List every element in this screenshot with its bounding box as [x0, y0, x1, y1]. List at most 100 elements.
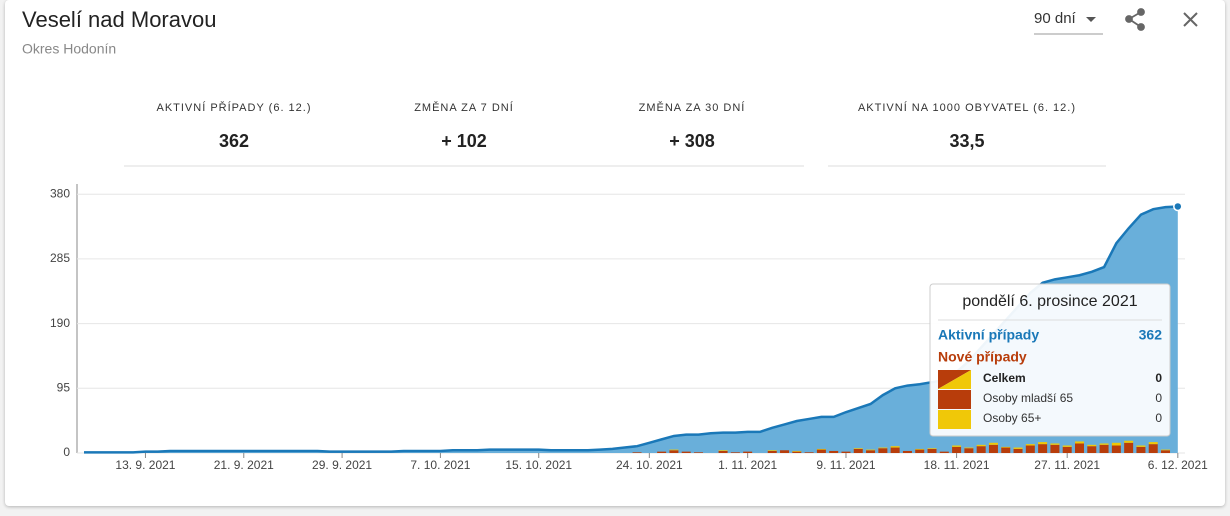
bar: [927, 448, 937, 453]
bar: [976, 444, 986, 447]
bar: [1050, 443, 1060, 445]
bar: [804, 452, 814, 453]
tooltip-row-value: 0: [1155, 371, 1162, 385]
bar: [1074, 443, 1084, 453]
bar: [866, 450, 876, 453]
period-select[interactable]: 90 dní: [1034, 10, 1103, 35]
bar: [1087, 446, 1097, 453]
stat-label: AKTIVNÍ NA 1000 OBYVATEL (6. 12.): [858, 101, 1076, 114]
bar: [681, 451, 691, 453]
bar: [1050, 444, 1060, 453]
x-tick-label: 15. 10. 2021: [505, 458, 572, 472]
area: [84, 206, 1178, 453]
bar: [1001, 446, 1011, 448]
bar: [988, 444, 998, 453]
bar: [915, 449, 925, 453]
bar: [1062, 445, 1072, 447]
bar: [669, 450, 679, 453]
close-icon[interactable]: [1183, 12, 1198, 27]
x-tick-label: 6. 12. 2021: [1148, 458, 1208, 472]
bar: [1111, 442, 1121, 446]
y-tick-label: 285: [50, 251, 70, 265]
bar: [853, 448, 863, 453]
tooltip-box: [929, 283, 1171, 437]
bar: [1111, 445, 1121, 453]
y-tick-label: 0: [63, 445, 70, 459]
bar: [1148, 444, 1158, 453]
x-tick-label: 29. 9. 2021: [312, 458, 372, 472]
subtitle: Okres Hodonín: [22, 41, 116, 57]
bar: [694, 452, 703, 453]
bar: [718, 450, 728, 453]
bar: [743, 451, 753, 453]
stat-label: ZMĚNA ZA 30 DNÍ: [639, 101, 746, 114]
bar: [976, 446, 986, 453]
stats: AKTIVNÍ PŘÍPADY (6. 12.) 362 ZMĚNA ZA 7 DN…: [156, 101, 1076, 151]
x-tick-label: 13. 9. 2021: [115, 458, 175, 472]
period: 90 dní: [1034, 10, 1077, 27]
tooltip-row-label: Celkem: [983, 371, 1026, 385]
bar: [1038, 444, 1048, 453]
bar: [780, 450, 790, 453]
tooltip-series: Aktivní případy: [938, 327, 1039, 343]
bar: [952, 445, 962, 447]
bar: [1038, 442, 1048, 445]
bar: [792, 450, 802, 452]
bar: [878, 448, 888, 453]
tooltip-date: pondělí 6. prosince 2021: [962, 293, 1137, 310]
stat-value: + 308: [669, 131, 715, 151]
dropdown-arrow: [1086, 17, 1096, 22]
bar: [1136, 445, 1146, 447]
bar: [1161, 449, 1171, 451]
bar: [988, 442, 998, 445]
bar: [657, 451, 667, 453]
tooltip-row-label: Osoby 65+: [983, 411, 1041, 425]
stat-label: AKTIVNÍ PŘÍPADY (6. 12.): [156, 101, 311, 114]
x-tick-label: 1. 11. 2021: [718, 458, 777, 472]
title: Veselí nad Moravou: [22, 7, 216, 32]
bar: [792, 451, 802, 453]
bar: [1025, 444, 1035, 446]
tooltip-row-value: 0: [1155, 391, 1162, 405]
bar: [1099, 444, 1109, 453]
bar: [939, 451, 949, 453]
bar: [1124, 440, 1134, 443]
bar: [767, 450, 777, 451]
tooltip-row-label: Osoby mladší 65: [983, 391, 1073, 405]
bar: [964, 448, 974, 453]
bar: [902, 450, 912, 453]
bar: [829, 450, 839, 453]
bar: [952, 446, 962, 453]
bar: [915, 448, 925, 450]
swatch: [938, 410, 971, 429]
bar: [767, 450, 777, 453]
swatch: [938, 390, 971, 409]
x-tick-label: 24. 10. 2021: [616, 458, 683, 472]
tooltip-group: Nové případy: [938, 349, 1027, 365]
x-tick-label: 27. 11. 2021: [1034, 458, 1100, 472]
stat-value: + 102: [441, 131, 487, 151]
bar: [1124, 442, 1134, 453]
share-icon[interactable]: [1125, 8, 1145, 31]
bar: [632, 452, 642, 453]
icon-lines: [1127, 11, 1142, 28]
bar: [816, 449, 826, 453]
bar: [1136, 446, 1146, 453]
bar: [853, 448, 863, 449]
bar: [890, 447, 900, 453]
swatch: [938, 370, 971, 389]
bar: [1062, 446, 1072, 453]
stat-value: 362: [219, 131, 249, 151]
x-tick-label: 7. 10. 2021: [410, 458, 470, 472]
plot: 0 95 190 285 380 13. 9. 2021 21. 9. 2021 29. 9.…: [50, 186, 1208, 472]
bar: [669, 449, 679, 451]
bar: [816, 448, 826, 450]
y-tick-label: 95: [57, 380, 71, 394]
bar: [1099, 443, 1109, 445]
bar: [1087, 444, 1097, 447]
bar: [1148, 442, 1158, 445]
x-tick-label: 21. 9. 2021: [214, 458, 274, 472]
bar: [1074, 441, 1084, 444]
tooltip-row-value: 0: [1155, 411, 1162, 425]
bar: [730, 452, 740, 453]
